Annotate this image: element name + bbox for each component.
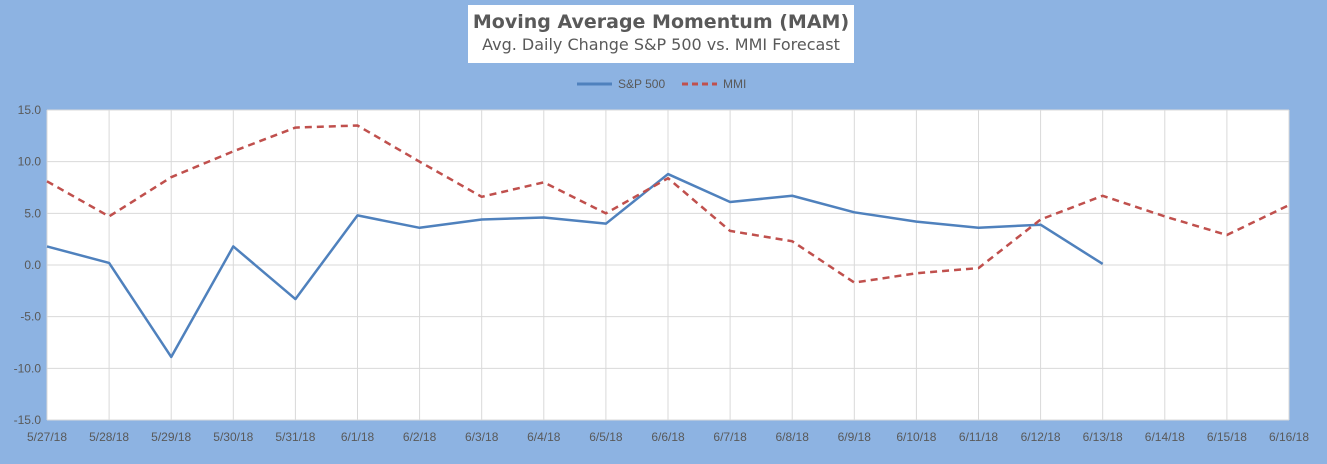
y-axis-ticks: 15.0 10.0 5.0 0.0 -5.0 -10.0 -15.0 — [14, 103, 42, 427]
x-tick-label: 5/28/18 — [89, 430, 129, 444]
x-axis-ticks: 5/27/18 5/28/18 5/29/18 5/30/18 5/31/18 6/1/1… — [27, 430, 1309, 444]
x-tick-label: 5/29/18 — [151, 430, 191, 444]
y-tick-label: 15.0 — [18, 103, 42, 117]
y-tick-label: 10.0 — [18, 155, 42, 169]
legend-label-sp500: S&P 500 — [618, 77, 665, 91]
legend: S&P 500 MMI — [577, 77, 746, 91]
x-tick-label: 6/5/18 — [589, 430, 623, 444]
x-tick-label: 6/10/18 — [896, 430, 936, 444]
x-tick-label: 6/8/18 — [776, 430, 810, 444]
x-tick-label: 6/14/18 — [1145, 430, 1185, 444]
series-lines — [46, 124, 1290, 359]
x-tick-label: 6/7/18 — [713, 430, 747, 444]
x-tick-label: 6/3/18 — [465, 430, 499, 444]
y-tick-label: -10.0 — [14, 361, 42, 375]
series-line-s-p-500 — [46, 172, 1104, 359]
x-tick-label: 6/6/18 — [651, 430, 685, 444]
x-tick-label: 5/31/18 — [275, 430, 315, 444]
x-tick-label: 6/9/18 — [838, 430, 872, 444]
x-tick-label: 6/2/18 — [403, 430, 437, 444]
chart-subtitle: Avg. Daily Change S&P 500 vs. MMI Foreca… — [482, 35, 840, 54]
chart-title: Moving Average Momentum (MAM) — [472, 11, 850, 33]
legend-label-mmi: MMI — [723, 77, 746, 91]
x-tick-label: 6/4/18 — [527, 430, 561, 444]
y-tick-label: 0.0 — [24, 258, 41, 272]
chart-title-box: Moving Average Momentum (MAM) Avg. Daily… — [468, 5, 854, 63]
x-tick-label: 6/15/18 — [1207, 430, 1247, 444]
x-tick-label: 6/11/18 — [959, 430, 998, 444]
series-line-mmi — [46, 124, 1290, 284]
x-tick-label: 6/16/18 — [1269, 430, 1309, 444]
x-tick-label: 5/27/18 — [27, 430, 67, 444]
x-tick-label: 6/12/18 — [1021, 430, 1061, 444]
y-tick-label: 5.0 — [24, 206, 41, 220]
x-tick-label: 5/30/18 — [213, 430, 253, 444]
x-tick-label: 6/1/18 — [341, 430, 375, 444]
y-tick-label: -5.0 — [20, 310, 41, 324]
x-tick-label: 6/13/18 — [1083, 430, 1123, 444]
y-tick-label: -15.0 — [14, 413, 42, 427]
gridlines — [46, 109, 1290, 421]
